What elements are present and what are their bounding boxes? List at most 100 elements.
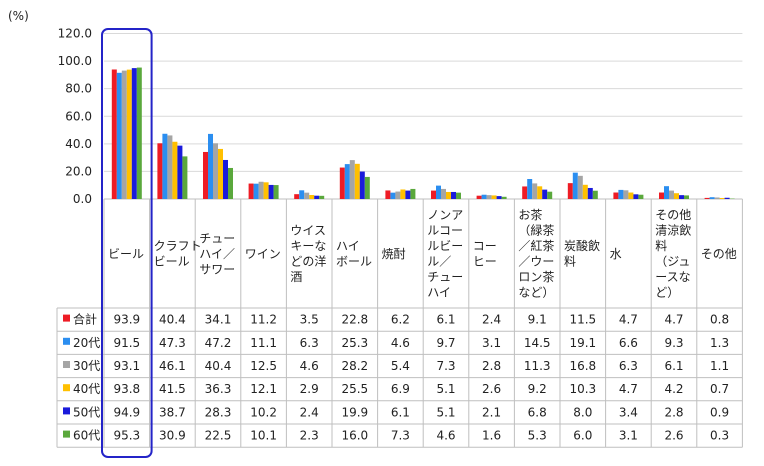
category-label: ルビー	[427, 239, 463, 253]
data-label: 3.5	[300, 313, 319, 327]
data-label: 3.1	[619, 429, 638, 443]
bar	[167, 135, 173, 199]
bar	[704, 197, 710, 199]
data-label: 4.6	[300, 359, 319, 373]
data-label: 12.5	[250, 359, 277, 373]
data-label: 2.4	[300, 405, 319, 419]
data-label: 1.6	[482, 429, 501, 443]
category-label: ど）	[655, 286, 679, 300]
data-label: 9.3	[664, 336, 683, 350]
bar	[344, 164, 350, 199]
category-label: （緑茶	[518, 223, 554, 238]
category-label: サワー	[199, 262, 235, 276]
data-label: 93.1	[113, 359, 140, 373]
bar	[714, 197, 720, 199]
bar	[314, 195, 320, 199]
data-label: 6.8	[528, 405, 547, 419]
category-label: ル／	[427, 255, 451, 269]
bar	[628, 192, 634, 199]
bar	[182, 156, 188, 199]
data-label: 5.1	[436, 405, 455, 419]
bar	[223, 159, 228, 199]
data-label: 6.9	[391, 382, 410, 396]
data-table: ビールクラフトビールチューハイ／サワーワインウイスキーなどの洋酒ハイボール焼酎ノ…	[56, 199, 743, 448]
category-label: （ジュ	[655, 255, 690, 269]
data-label: 25.3	[341, 336, 368, 350]
data-label: 22.5	[205, 429, 232, 443]
data-label: 0.3	[710, 429, 729, 443]
bar	[131, 68, 137, 199]
bar	[592, 190, 598, 199]
category-label: ヒー	[473, 255, 497, 269]
plot-area	[111, 67, 735, 200]
bar	[339, 167, 345, 199]
category-label: ボール	[336, 255, 372, 269]
data-label: 40.4	[205, 359, 232, 373]
data-label: 3.1	[482, 336, 501, 350]
bar	[613, 192, 619, 199]
bar	[126, 69, 132, 200]
data-label: 6.6	[619, 336, 638, 350]
bar	[136, 67, 142, 199]
data-label: 1.3	[710, 336, 729, 350]
bar	[623, 190, 629, 199]
bar	[218, 148, 223, 199]
category-label: ルコー	[427, 224, 463, 238]
data-label: 2.1	[482, 405, 501, 419]
series-label: 合計	[73, 312, 97, 327]
data-label: 11.3	[524, 359, 551, 373]
series-label: 30代	[73, 359, 100, 373]
bar	[273, 185, 279, 199]
bar	[527, 179, 533, 199]
bar	[436, 185, 441, 199]
bar	[258, 181, 264, 199]
data-label: 28.3	[205, 405, 232, 419]
data-label: 16.8	[569, 359, 596, 373]
bar	[567, 183, 573, 199]
category-label: その他	[701, 247, 737, 261]
data-label: 4.6	[436, 429, 455, 443]
category-label: ウイス	[290, 224, 326, 238]
data-label: 14.5	[524, 336, 551, 350]
bar	[294, 194, 300, 199]
bar	[633, 194, 639, 199]
data-label: 93.9	[113, 313, 140, 327]
data-label: 8.0	[573, 405, 592, 419]
data-label: 2.3	[300, 429, 319, 443]
bar	[172, 141, 178, 199]
y-tick-label: 80.0	[65, 82, 92, 96]
category-label: ハイ／	[199, 247, 235, 261]
legend-swatch	[63, 384, 70, 392]
bar	[709, 197, 715, 199]
category-label: 酒	[290, 270, 302, 284]
data-label: 4.7	[664, 313, 683, 327]
data-label: 6.0	[573, 429, 592, 443]
series-label: 50代	[73, 405, 100, 419]
data-label: 7.3	[391, 429, 410, 443]
category-label: 水	[610, 247, 622, 261]
data-label: 4.7	[619, 382, 638, 396]
data-label: 2.8	[664, 405, 683, 419]
bar	[208, 133, 213, 199]
series-label: 20代	[73, 336, 100, 350]
category-label: など）	[518, 286, 554, 300]
bar	[162, 133, 168, 199]
category-label: ースな	[655, 270, 690, 284]
bar	[491, 195, 497, 199]
category-label: クラフト	[154, 239, 202, 253]
data-label: 10.2	[250, 405, 277, 419]
bar	[157, 143, 163, 199]
data-label: 9.1	[528, 313, 547, 327]
category-label: ロン茶	[518, 269, 554, 284]
data-label: 38.7	[159, 405, 186, 419]
bar	[299, 190, 305, 199]
data-label: 93.8	[113, 382, 140, 396]
data-label: 5.1	[436, 382, 455, 396]
bar	[364, 176, 370, 199]
data-label: 41.5	[159, 382, 186, 396]
category-label: ノンア	[427, 208, 463, 222]
category-label: キーな	[290, 239, 326, 253]
y-tick-label: 40.0	[65, 137, 92, 151]
bar	[587, 187, 593, 199]
